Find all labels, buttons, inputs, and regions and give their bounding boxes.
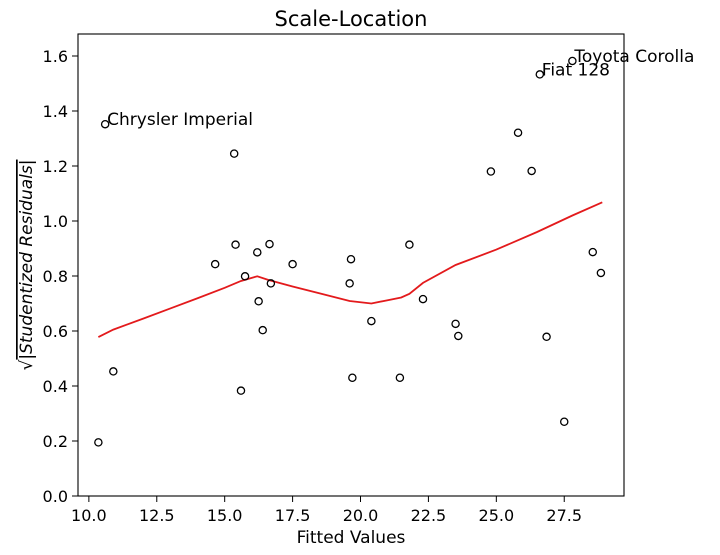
scatter-point: [236, 386, 246, 395]
point-annotation: Chrysler Imperial: [107, 110, 253, 130]
chart-title: Scale-Location: [275, 7, 428, 31]
scatter-point: [348, 373, 357, 382]
x-tick-label: 12.5: [139, 506, 175, 525]
x-tick-label: 22.5: [411, 506, 447, 525]
scatter-point: [542, 332, 551, 342]
scatter-point: [229, 149, 239, 158]
x-tick-label: 15.0: [207, 506, 243, 525]
scatter-point: [266, 279, 276, 288]
x-axis-label: Fitted Values: [297, 528, 406, 548]
scatter-point: [454, 331, 463, 341]
y-tick-label: 1.2: [43, 157, 68, 176]
scatter-point: [288, 259, 297, 269]
y-axis-label: √|Studentized Residuals|: [17, 160, 37, 371]
scatter-point: [346, 254, 356, 264]
scatter-point: [395, 373, 405, 382]
y-tick-label: 1.0: [43, 212, 68, 231]
scatter-point: [418, 294, 428, 304]
scatter-point: [367, 316, 376, 326]
scatter-point: [345, 279, 354, 288]
scatter-point: [451, 319, 460, 329]
y-tick-label: 0.4: [43, 377, 68, 396]
scatter-point: [559, 417, 569, 426]
scatter-point: [100, 119, 110, 129]
scatter-point: [210, 259, 220, 269]
plot-area-frame: [77, 33, 625, 497]
scatter-point: [588, 247, 598, 257]
x-tick-label: 25.0: [479, 506, 515, 525]
scatter-point: [596, 268, 606, 278]
point-annotation: Toyota Corolla: [573, 47, 694, 67]
y-tick-label: 0.8: [43, 267, 68, 286]
scatter-point: [527, 166, 536, 176]
scatter-point: [258, 325, 267, 335]
scatter-point: [253, 248, 262, 257]
y-tick-label: 1.6: [43, 47, 68, 66]
scatter-point: [568, 56, 577, 66]
point-annotation: Fiat 128: [542, 60, 610, 80]
scatter-point: [109, 367, 118, 376]
y-axis-label-root: √: [17, 359, 37, 370]
y-tick-label: 0.0: [43, 487, 68, 506]
lowess-smoothing-line: [97, 201, 603, 338]
y-axis-ticks: 0.0 0.2 0.4 0.6 0.8 1.0 1.2 1.4 1.6: [43, 47, 78, 506]
scatter-point: [535, 70, 545, 79]
scatter-point: [231, 240, 240, 249]
x-axis-ticks: 10.0 12.5 15.0 17.5 20.0 22.5 25.0 27.5: [71, 496, 582, 525]
scatter-point: [254, 297, 263, 306]
scatter-point: [265, 239, 274, 249]
y-tick-label: 0.6: [43, 322, 68, 341]
x-tick-label: 10.0: [71, 506, 107, 525]
x-tick-label: 17.5: [275, 506, 311, 525]
y-axis-label-inner: |Studentized Residuals|: [17, 160, 37, 360]
y-tick-label: 1.4: [43, 102, 68, 121]
x-tick-label: 27.5: [546, 506, 582, 525]
scatter-point: [405, 240, 414, 249]
x-tick-label: 20.0: [343, 506, 379, 525]
scatter-points: [94, 56, 606, 447]
scatter-point: [240, 272, 250, 281]
scatter-point: [94, 438, 103, 447]
scatter-point: [513, 128, 523, 137]
y-tick-label: 0.2: [43, 432, 68, 451]
scatter-point: [486, 167, 496, 176]
